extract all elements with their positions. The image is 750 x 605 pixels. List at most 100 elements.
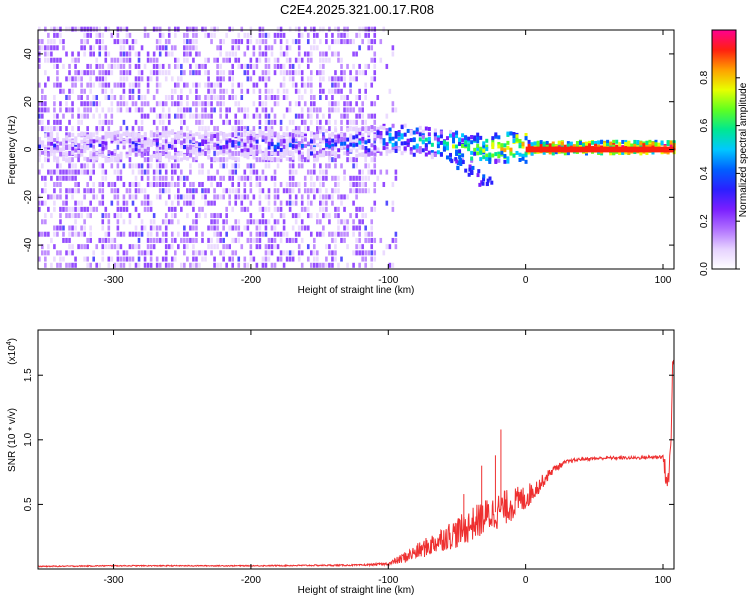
heatmap-cell [210,39,213,45]
heatmap-cell [92,206,95,212]
heatmap-cell [137,188,141,194]
heatmap-cell [164,39,168,45]
heatmap-cell [201,134,205,139]
heatmap-cell [340,163,343,169]
heatmap-cell [207,82,210,88]
heatmap-cell [80,148,84,153]
heatmap-cell [367,237,371,243]
heatmap-cell [167,141,171,146]
heatmap-cell [140,163,144,169]
heatmap-cell [373,163,377,169]
heatmap-cell [89,225,92,231]
heatmap-cell [83,149,87,154]
heatmap-cell [170,244,174,250]
heatmap-cell [134,225,138,231]
heatmap-cell [285,256,289,262]
heatmap-cell [355,148,359,153]
heatmap-cell [210,113,213,119]
heatmap-cell [201,163,204,169]
heatmap-cell [346,219,349,225]
heatmap-cell [155,262,159,268]
heatmap-cell [394,142,398,147]
heatmap-cell [267,188,271,194]
heatmap-cell [173,26,177,32]
heatmap-cell [346,63,349,69]
heatmap-cell [340,237,343,243]
heatmap-cell [152,57,156,63]
snr-y-ticks: 0.51.01.5 [23,368,674,511]
heatmap-cell [337,82,340,88]
heatmap-cell [89,206,92,212]
heatmap-cell [65,262,68,268]
heatmap-cell [297,26,301,32]
heatmap-cell [352,138,355,144]
heatmap-cell [391,237,395,243]
heatmap-cell [125,206,129,212]
heatmap-cell [328,194,331,200]
heatmap-cell [340,126,343,132]
heatmap-cell [478,182,482,187]
heatmap-cell [59,188,62,194]
heatmap-cell [95,130,99,135]
heatmap-cell [59,152,63,157]
heatmap-cell [213,244,216,250]
heatmap-cell [376,175,380,181]
heatmap-cell [65,213,68,219]
heatmap-cell [279,213,283,219]
heatmap-cell [328,119,331,125]
heatmap-cell [198,262,201,268]
heatmap-cell [264,244,268,250]
heatmap-cell [68,231,71,237]
heatmap-cell [328,76,331,82]
heatmap-cell [231,70,235,76]
heatmap-cell [316,150,319,156]
heatmap-cell [309,144,313,150]
heatmap-cell [482,141,486,146]
heatmap-cell [149,107,153,113]
heatmap-cell [246,63,250,69]
heatmap-cell [62,142,66,147]
heatmap-cell [177,57,180,63]
heatmap-cell [313,146,317,151]
heatmap-cell [74,262,77,268]
heatmap-cell [343,151,347,156]
heatmap-cell [267,194,271,200]
heatmap-cell [219,82,222,88]
heatmap-cell [258,231,262,237]
heatmap-cell [47,194,50,200]
heatmap-cell [216,57,219,63]
heatmap-cell [297,147,301,152]
heatmap-cell [186,244,189,250]
heatmap-cell [237,119,241,125]
heatmap-cell [183,70,186,76]
heatmap-cell [276,256,280,262]
heatmap-cell [74,231,77,237]
heatmap-cell [80,131,84,136]
heatmap-cell [364,63,367,69]
heatmap-cell [300,119,304,125]
heatmap-cell [340,194,343,200]
heatmap-cell [101,182,105,188]
heatmap-cell [183,32,186,38]
heatmap-cell [267,206,271,212]
heatmap-cell [131,101,135,107]
heatmap-cell [340,88,343,94]
heatmap-cell [306,151,310,156]
heatmap-cell [167,26,171,32]
heatmap-cell [491,145,495,150]
heatmap-cell [370,237,374,243]
heatmap-cell [137,231,141,237]
heatmap-cell [288,143,292,148]
snr-spikes [463,429,502,529]
heatmap-cell [267,45,271,51]
heatmap-cell [452,139,456,144]
heatmap-cell [140,107,144,113]
heatmap-cell [445,141,449,146]
heatmap-cell [313,188,316,194]
heatmap-cell [68,206,71,212]
heatmap-cell [436,141,440,146]
heatmap-cell [149,231,153,237]
heatmap-cell [189,200,192,206]
heatmap-cell [146,157,150,163]
heatmap-cell [270,157,274,162]
